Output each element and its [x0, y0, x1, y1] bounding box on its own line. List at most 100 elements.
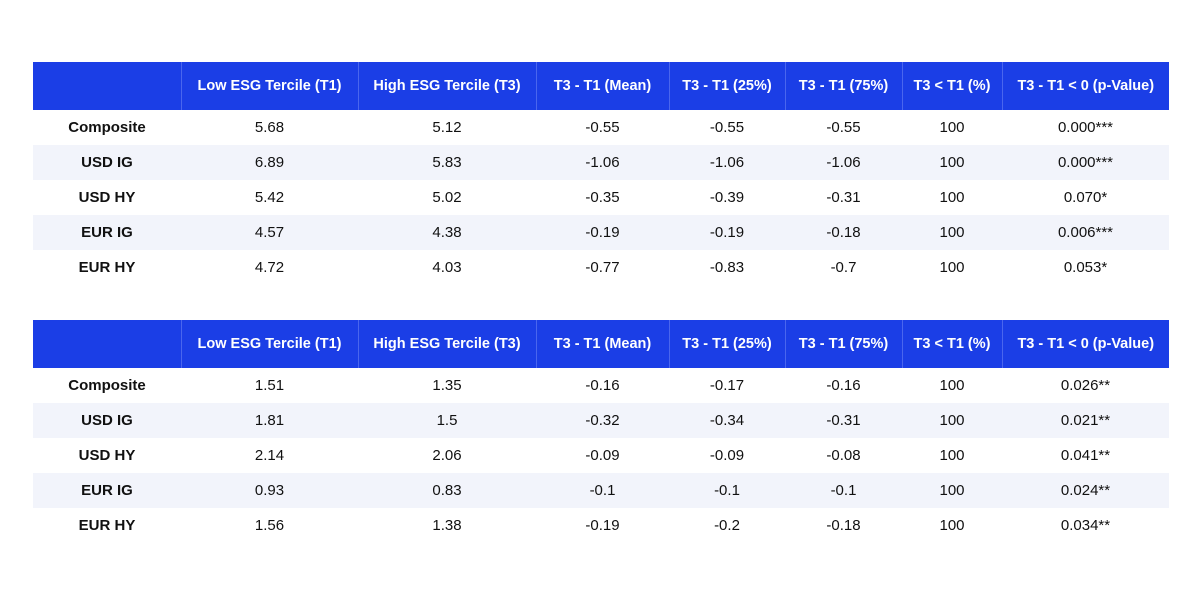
table-cell: -0.77: [585, 259, 620, 276]
table-row: USD HY 5.42 5.02 -0.35 -0.39 -0.31 100 0…: [33, 180, 1169, 215]
row-label: EUR HY: [78, 259, 136, 276]
table-cell: -0.31: [785, 403, 902, 438]
table-row: Composite 1.51 1.35 -0.16 -0.17 -0.16 10…: [33, 368, 1169, 403]
table-cell: -0.18: [826, 517, 861, 534]
table-cell: 0.93: [181, 473, 358, 508]
table-cell: -0.2: [714, 517, 740, 534]
table-cell: 0.026**: [1060, 377, 1111, 394]
table-cell: -0.39: [709, 189, 745, 206]
header-cell-pct-less: T3 < T1 (%): [901, 320, 1002, 368]
table-cell: 100: [939, 259, 965, 276]
table-cell: -0.16: [826, 377, 861, 394]
table-row: USD IG 1.81 1.5 -0.32 -0.34 -0.31 100 0.…: [33, 403, 1169, 438]
table-cell: 1.38: [432, 517, 462, 534]
row-label: USD HY: [78, 189, 136, 206]
table-cell: 100: [939, 119, 965, 136]
table-cell: 0.83: [358, 473, 536, 508]
table-cell: -0.55: [826, 119, 861, 136]
table-cell: 1.51: [254, 377, 285, 394]
table-cell: 100: [902, 473, 1002, 508]
header-cell-row-label: [33, 320, 181, 368]
table-cell: -0.34: [669, 403, 785, 438]
table-cell: 100: [939, 377, 965, 394]
table-row: EUR HY 1.56 1.38 -0.19 -0.2 -0.18 100 0.…: [33, 508, 1169, 543]
table-cell: 0.041**: [1060, 447, 1111, 464]
table-cell: 0.024**: [1002, 473, 1169, 508]
esg-table-2: Low ESG Tercile (T1) High ESG Tercile (T…: [33, 320, 1169, 543]
table-cell: 1.35: [432, 377, 462, 394]
table-header-row: Low ESG Tercile (T1) High ESG Tercile (T…: [33, 62, 1169, 110]
table-row: USD IG 6.89 5.83 -1.06 -1.06 -1.06 100 0…: [33, 145, 1169, 180]
table-cell: -0.18: [785, 215, 902, 250]
table-cell: 0.000***: [1002, 145, 1169, 180]
table-cell: 6.89: [181, 145, 358, 180]
table-cell: 0.034**: [1060, 517, 1111, 534]
header-cell-high-esg: High ESG Tercile (T3): [357, 320, 536, 368]
table-cell: -0.19: [669, 215, 785, 250]
table-cell: -0.55: [585, 119, 620, 136]
table-cell: 2.14: [254, 447, 285, 464]
table-header-row: Low ESG Tercile (T1) High ESG Tercile (T…: [33, 320, 1169, 368]
row-label: USD IG: [33, 403, 181, 438]
table-cell: -0.35: [585, 189, 620, 206]
row-label: USD IG: [33, 145, 181, 180]
row-label: Composite: [68, 377, 146, 394]
table-cell: 0.000***: [1057, 119, 1114, 136]
table-cell: 0.070*: [1063, 189, 1108, 206]
table-cell: -0.09: [585, 447, 620, 464]
table-cell: -0.32: [536, 403, 669, 438]
header-cell-diff-mean: T3 - T1 (Mean): [535, 320, 669, 368]
table-cell: -0.17: [709, 377, 745, 394]
header-cell-p-value: T3 - T1 < 0 (p-Value): [1001, 320, 1169, 368]
table-cell: -0.31: [826, 189, 861, 206]
table-cell: 0.006***: [1002, 215, 1169, 250]
header-cell-high-esg: High ESG Tercile (T3): [357, 62, 536, 110]
table-cell: 1.81: [181, 403, 358, 438]
table-row: EUR HY 4.72 4.03 -0.77 -0.83 -0.7 100 0.…: [33, 250, 1169, 285]
table-row: Composite 5.68 5.12 -0.55 -0.55 -0.55 10…: [33, 110, 1169, 145]
table-cell: 100: [939, 189, 965, 206]
table-cell: 4.38: [358, 215, 536, 250]
table-cell: -0.1: [536, 473, 669, 508]
header-cell-diff-75: T3 - T1 (75%): [784, 62, 902, 110]
table-cell: 1.5: [358, 403, 536, 438]
table-cell: -0.19: [585, 517, 620, 534]
table-cell: -0.19: [536, 215, 669, 250]
table-row: EUR IG 4.57 4.38 -0.19 -0.19 -0.18 100 0…: [33, 215, 1169, 250]
table-cell: -0.7: [830, 259, 857, 276]
row-label: EUR HY: [78, 517, 136, 534]
table-cell: 100: [902, 215, 1002, 250]
table-cell: 5.02: [432, 189, 462, 206]
row-label: USD HY: [78, 447, 136, 464]
table-cell: -0.16: [585, 377, 620, 394]
table-cell: -0.55: [709, 119, 745, 136]
table-cell: -1.06: [669, 145, 785, 180]
esg-table-1: Low ESG Tercile (T1) High ESG Tercile (T…: [33, 62, 1169, 285]
table-cell: 4.57: [181, 215, 358, 250]
table-cell: -0.1: [785, 473, 902, 508]
table-row: EUR IG 0.93 0.83 -0.1 -0.1 -0.1 100 0.02…: [33, 473, 1169, 508]
table-cell: 5.83: [358, 145, 536, 180]
table-cell: 5.42: [254, 189, 285, 206]
row-label: EUR IG: [33, 215, 181, 250]
table-cell: 4.72: [254, 259, 285, 276]
table-cell: 5.12: [432, 119, 462, 136]
header-cell-diff-25: T3 - T1 (25%): [668, 320, 785, 368]
table-cell: 2.06: [432, 447, 462, 464]
row-label: EUR IG: [33, 473, 181, 508]
table-cell: 5.68: [254, 119, 285, 136]
table-row: USD HY 2.14 2.06 -0.09 -0.09 -0.08 100 0…: [33, 438, 1169, 473]
table-cell: 4.03: [432, 259, 462, 276]
header-cell-diff-75: T3 - T1 (75%): [784, 320, 902, 368]
header-cell-diff-mean: T3 - T1 (Mean): [535, 62, 669, 110]
table-cell: 100: [902, 145, 1002, 180]
table-cell: 0.021**: [1002, 403, 1169, 438]
header-cell-row-label: [33, 62, 181, 110]
table-cell: -0.08: [826, 447, 861, 464]
table-cell: 100: [939, 447, 965, 464]
table-cell: -1.06: [536, 145, 669, 180]
table-cell: -0.09: [709, 447, 745, 464]
table-cell: -0.83: [709, 259, 745, 276]
header-cell-low-esg: Low ESG Tercile (T1): [180, 62, 358, 110]
table-cell: -0.1: [669, 473, 785, 508]
